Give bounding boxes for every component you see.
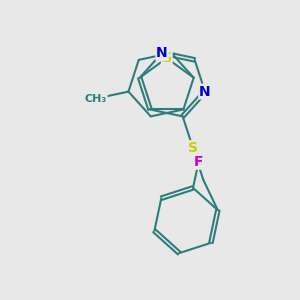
Text: N: N bbox=[199, 85, 211, 99]
Text: S: S bbox=[188, 141, 198, 155]
Text: S: S bbox=[162, 51, 172, 65]
Text: F: F bbox=[194, 155, 203, 169]
Text: CH₃: CH₃ bbox=[85, 94, 107, 103]
Text: N: N bbox=[156, 46, 168, 60]
